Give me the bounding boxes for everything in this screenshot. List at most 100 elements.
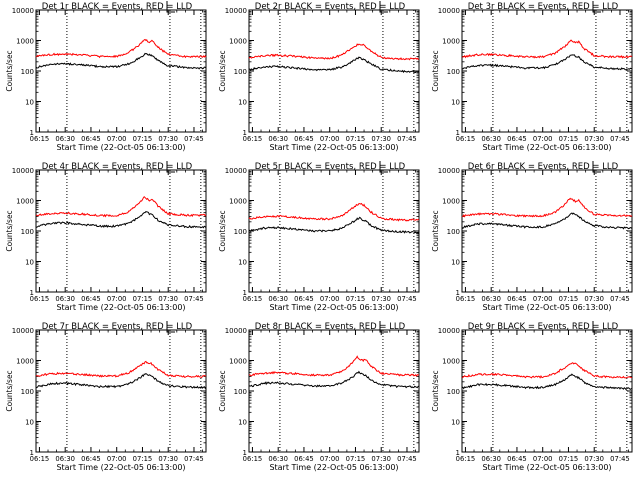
x-tick-label: 07:30 <box>371 455 391 463</box>
title-bracket-mark <box>166 321 175 333</box>
y-axis-label: Counts/sec <box>218 50 227 91</box>
y-tick-label: 1 <box>30 129 34 137</box>
x-tick-label: 07:15 <box>133 455 153 463</box>
black-events-series-line <box>461 54 633 71</box>
y-axis-label: Counts/sec <box>431 210 440 251</box>
y-tick-label: 100 <box>21 68 34 76</box>
x-tick-label: 06:45 <box>294 295 314 303</box>
x-tick-label: 06:30 <box>481 455 501 463</box>
y-axis-label: Counts/sec <box>218 210 227 251</box>
y-tick-label: 1000 <box>16 358 34 366</box>
chart-title: Det 5r BLACK = Events, RED = LLD <box>255 162 406 172</box>
title-bracket-mark <box>166 1 175 13</box>
chart-panel-5: Det 5r BLACK = Events, RED = LLD 1 10 100 10… <box>218 161 420 312</box>
x-tick-label: 06:45 <box>294 135 314 143</box>
x-tick-label: 06:15 <box>30 455 50 463</box>
y-tick-label: 100 <box>234 68 247 76</box>
red-lld-series-line <box>35 360 207 378</box>
plot-frame <box>35 329 207 453</box>
y-tick-label: 100 <box>234 388 247 396</box>
x-tick-label: 07:00 <box>320 295 340 303</box>
x-axis-label: Start Time (22-Oct-05 06:13:00) <box>56 463 185 472</box>
x-tick-label: 06:45 <box>81 455 101 463</box>
y-tick-label: 1 <box>456 449 460 457</box>
black-events-series-line <box>35 210 207 229</box>
x-tick-label: 06:30 <box>481 135 501 143</box>
chart-title: Det 4r BLACK = Events, RED = LLD <box>42 162 193 172</box>
y-tick-label: 100 <box>447 228 460 236</box>
x-tick-label: 07:15 <box>133 295 153 303</box>
x-axis-label: Start Time (22-Oct-05 06:13:00) <box>56 143 185 152</box>
y-tick-label: 1 <box>30 289 34 297</box>
chart-panel-6: Det 6r BLACK = Events, RED = LLD 1 10 100 10… <box>431 161 633 312</box>
x-tick-label: 06:15 <box>243 295 263 303</box>
x-tick-label: 06:45 <box>81 295 101 303</box>
x-tick-label: 07:00 <box>533 455 553 463</box>
y-tick-label: 10000 <box>438 7 460 15</box>
x-tick-label: 06:15 <box>456 135 476 143</box>
chart-title: Det 1r BLACK = Events, RED = LLD <box>42 2 193 12</box>
x-axis-label: Start Time (22-Oct-05 06:13:00) <box>269 143 398 152</box>
title-bracket-mark <box>166 161 175 173</box>
x-tick-label: 07:00 <box>320 455 340 463</box>
x-tick-label: 06:30 <box>481 295 501 303</box>
x-tick-label: 07:30 <box>158 295 178 303</box>
black-events-series-line <box>248 56 420 74</box>
y-tick-label: 1000 <box>16 198 34 206</box>
plot-frame <box>248 329 420 453</box>
x-tick-label: 06:30 <box>268 295 288 303</box>
chart-title: Det 7r BLACK = Events, RED = LLD <box>42 322 193 332</box>
black-events-series-line <box>248 216 420 234</box>
x-tick-label: 06:45 <box>294 455 314 463</box>
y-axis-label: Counts/sec <box>431 50 440 91</box>
chart-panel-2: Det 2r BLACK = Events, RED = LLD 1 10 100 10… <box>218 1 420 152</box>
y-tick-label: 10000 <box>225 327 247 335</box>
y-tick-label: 1 <box>456 289 460 297</box>
x-tick-label: 07:15 <box>559 135 579 143</box>
x-tick-label: 07:15 <box>346 135 366 143</box>
y-tick-label: 1000 <box>229 38 247 46</box>
x-axis-label: Start Time (22-Oct-05 06:13:00) <box>269 463 398 472</box>
y-tick-label: 10 <box>451 99 460 107</box>
x-tick-label: 06:15 <box>30 295 50 303</box>
y-tick-label: 10 <box>25 99 34 107</box>
title-bracket-mark <box>592 321 601 333</box>
red-lld-series-line <box>248 202 420 222</box>
y-tick-label: 10000 <box>225 7 247 15</box>
x-tick-label: 07:30 <box>371 295 391 303</box>
y-tick-label: 10000 <box>12 167 34 175</box>
black-events-series-line <box>461 212 633 230</box>
y-tick-label: 1 <box>30 449 34 457</box>
x-axis-label: Start Time (22-Oct-05 06:13:00) <box>482 143 611 152</box>
x-tick-label: 07:30 <box>158 455 178 463</box>
x-tick-label: 06:30 <box>55 135 75 143</box>
y-tick-label: 1000 <box>229 198 247 206</box>
y-tick-label: 10 <box>238 259 247 267</box>
x-tick-label: 06:30 <box>268 455 288 463</box>
x-tick-label: 07:45 <box>397 295 417 303</box>
x-tick-label: 06:45 <box>507 295 527 303</box>
x-tick-label: 07:45 <box>610 455 630 463</box>
x-tick-label: 07:45 <box>184 455 204 463</box>
y-tick-label: 10000 <box>12 327 34 335</box>
y-tick-label: 10000 <box>438 327 460 335</box>
chart-panel-4: Det 4r BLACK = Events, RED = LLD 1 10 100 10… <box>5 161 207 312</box>
y-tick-label: 10 <box>25 419 34 427</box>
x-tick-label: 06:15 <box>456 295 476 303</box>
x-tick-label: 07:45 <box>184 135 204 143</box>
x-tick-label: 07:45 <box>610 295 630 303</box>
chart-panel-1: Det 1r BLACK = Events, RED = LLD 1 10 100 10… <box>5 1 207 152</box>
plot-frame <box>35 169 207 293</box>
x-tick-label: 07:15 <box>346 295 366 303</box>
title-bracket-mark <box>379 1 388 13</box>
red-lld-series-line <box>461 362 633 379</box>
title-bracket-mark <box>592 161 601 173</box>
y-tick-label: 10 <box>451 419 460 427</box>
y-tick-label: 1000 <box>442 198 460 206</box>
y-tick-label: 1000 <box>442 358 460 366</box>
y-tick-label: 100 <box>234 228 247 236</box>
x-tick-label: 07:00 <box>107 455 127 463</box>
red-lld-series-line <box>35 38 207 59</box>
chart-title: Det 3r BLACK = Events, RED = LLD <box>468 2 619 12</box>
x-tick-label: 07:15 <box>559 295 579 303</box>
